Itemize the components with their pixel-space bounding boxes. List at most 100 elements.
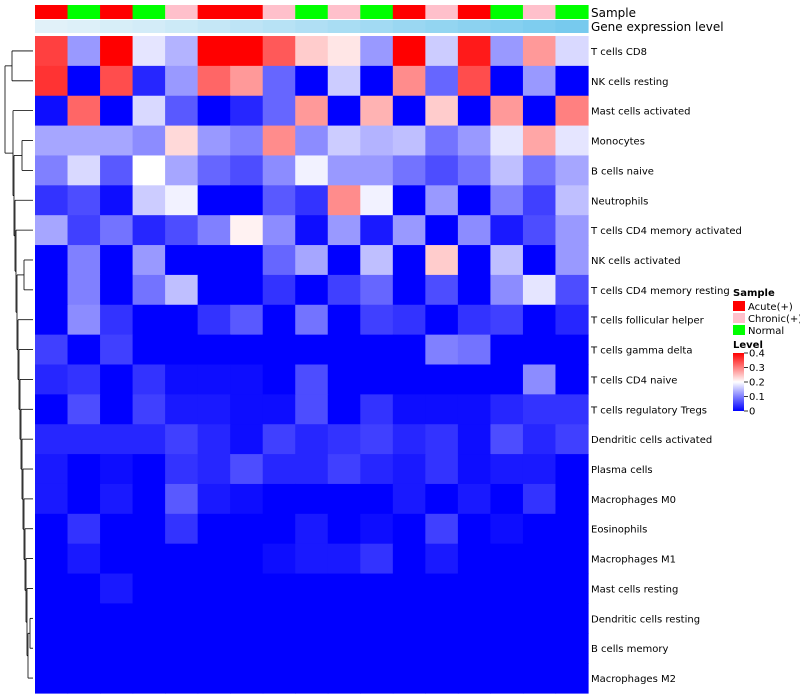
- heatmap-cell: [490, 603, 524, 634]
- heatmap-cell: [197, 573, 231, 605]
- heatmap-cell: [230, 394, 264, 425]
- row-label: Dendritic cells resting: [591, 614, 700, 625]
- heatmap-cell: [132, 424, 166, 455]
- heatmap-cell: [262, 364, 296, 395]
- heatmap-cell: [165, 603, 199, 634]
- heatmap-cell: [67, 334, 101, 366]
- heatmap-cell: [522, 304, 557, 336]
- gene-annotation-cell: [522, 20, 557, 33]
- heatmap-cell: [67, 125, 101, 157]
- heatmap-cell: [295, 304, 329, 336]
- heatmap-cell: [262, 663, 296, 694]
- heatmap-cell: [490, 245, 524, 276]
- heatmap-cell: [360, 424, 394, 455]
- heatmap-cell: [165, 513, 199, 545]
- heatmap-cell: [132, 334, 166, 366]
- heatmap-cell: [165, 245, 199, 276]
- heatmap-cell: [197, 633, 231, 664]
- row-dendrogram: [4, 50, 33, 679]
- heatmap-cell: [35, 543, 69, 575]
- heatmap-cell: [360, 245, 394, 276]
- heatmap-cell: [35, 65, 69, 97]
- heatmap-cell: [295, 663, 329, 694]
- heatmap-cell: [392, 304, 426, 336]
- gene-annotation-cell: [230, 20, 264, 33]
- heatmap-cell: [197, 513, 231, 545]
- heatmap-cell: [197, 125, 231, 157]
- heatmap-cell: [392, 543, 426, 575]
- heatmap-cell: [457, 334, 492, 366]
- colorbar-tick-label: 0.1: [749, 392, 765, 403]
- heatmap-cell: [132, 573, 166, 605]
- heatmap-cell: [67, 155, 101, 186]
- heatmap-cell: [457, 573, 492, 605]
- heatmap-cell: [425, 95, 459, 127]
- heatmap-cell: [262, 65, 296, 97]
- row-label: Mast cells activated: [591, 107, 690, 118]
- heatmap-cell: [555, 663, 589, 694]
- legend-title: Sample: [733, 288, 775, 299]
- heatmap-cell: [262, 125, 296, 157]
- row-label: Monocytes: [591, 137, 645, 148]
- heatmap-cell: [165, 334, 199, 366]
- heatmap-cell: [360, 155, 394, 186]
- heatmap-cell: [490, 36, 524, 67]
- row-labels: T cells CD8 NK cells resting Mast cells ac…: [590, 47, 742, 685]
- heatmap-cell: [295, 245, 329, 276]
- heatmap-cell: [392, 274, 426, 306]
- heatmap-cell: [230, 364, 264, 395]
- heatmap-cell: [295, 483, 329, 515]
- heatmap-cell: [327, 364, 361, 395]
- heatmap-cell: [197, 215, 231, 246]
- heatmap-cell: [67, 454, 101, 485]
- heatmap-cell: [295, 125, 329, 157]
- gene-annotation-cell: [425, 20, 459, 33]
- heatmap-cell: [35, 36, 69, 67]
- heatmap-cell: [425, 454, 459, 485]
- heatmap-cell: [555, 65, 589, 97]
- heatmap-cell: [100, 603, 134, 634]
- heatmap-cell: [457, 95, 492, 127]
- heatmap-cell: [327, 424, 361, 455]
- heatmap-cell: [230, 454, 264, 485]
- heatmap-cell: [555, 185, 589, 216]
- heatmap-cell: [262, 394, 296, 425]
- heatmap-cell: [197, 663, 231, 694]
- heatmap-cell: [165, 274, 199, 306]
- heatmap-cell: [392, 483, 426, 515]
- colorbar-tick-label: 0: [749, 407, 755, 418]
- heatmap-cell: [295, 513, 329, 545]
- heatmap-cell: [262, 155, 296, 186]
- heatmap-cell: [425, 274, 459, 306]
- row-label: NK cells resting: [591, 77, 668, 88]
- heatmap-cell: [327, 65, 361, 97]
- heatmap-cell: [490, 454, 524, 485]
- heatmap-cell: [490, 663, 524, 694]
- heatmap-cell: [165, 65, 199, 97]
- heatmap-cell: [262, 573, 296, 605]
- heatmap-cell: [35, 364, 69, 395]
- heatmap-cell: [35, 454, 69, 485]
- sample-annotation-cell: [555, 5, 589, 19]
- heatmap-cell: [35, 633, 69, 664]
- heatmap-cell: [555, 304, 589, 336]
- heatmap-cell: [132, 125, 166, 157]
- heatmap-cell: [165, 185, 199, 216]
- row-label: T cells gamma delta: [590, 346, 692, 357]
- heatmap-cell: [360, 215, 394, 246]
- heatmap-cell: [35, 155, 69, 186]
- heatmap-cell: [165, 633, 199, 664]
- heatmap-cell: [555, 364, 589, 395]
- heatmap-cell: [35, 125, 69, 157]
- heatmap-cell: [295, 603, 329, 634]
- heatmap-cell: [35, 513, 69, 545]
- heatmap-cell: [230, 95, 264, 127]
- heatmap-cell: [67, 663, 101, 694]
- heatmap-cells: [35, 36, 589, 694]
- row-label: T cells regulatory Tregs: [590, 405, 707, 416]
- heatmap-cell: [165, 573, 199, 605]
- heatmap-cell: [100, 95, 134, 127]
- heatmap-cell: [132, 245, 166, 276]
- heatmap-cell: [457, 424, 492, 455]
- heatmap-cell: [67, 633, 101, 664]
